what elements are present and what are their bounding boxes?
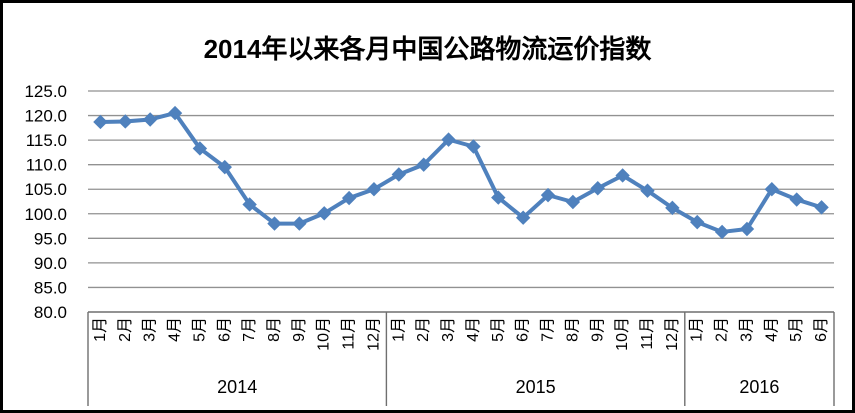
data-point-marker	[739, 221, 755, 237]
x-axis-month-label: 6月	[515, 317, 532, 342]
y-axis-tick-label: 120.0	[24, 107, 67, 126]
x-axis-month-label: 4月	[763, 317, 780, 342]
data-point-marker	[366, 182, 382, 197]
x-axis-year-label: 2016	[739, 377, 779, 397]
data-point-marker	[540, 187, 556, 203]
x-axis-month-label: 12月	[664, 317, 681, 351]
data-point-marker	[416, 157, 431, 172]
data-point-marker	[242, 197, 257, 212]
data-point-marker	[565, 194, 581, 210]
x-axis-month-label: 3月	[738, 317, 755, 342]
data-point-marker	[267, 216, 282, 231]
chart-title: 2014年以来各月中国公路物流运价指数	[203, 34, 652, 64]
x-axis-month-label: 7月	[540, 317, 557, 342]
y-axis-tick-label: 95.0	[34, 229, 67, 248]
x-axis-month-label: 4月	[167, 317, 184, 342]
data-point-marker	[118, 114, 133, 129]
x-axis-year-label: 2014	[217, 377, 257, 397]
x-axis-month-label: 6月	[813, 317, 830, 342]
x-axis-month-label: 2月	[714, 317, 731, 342]
x-axis-month-label: 11月	[341, 317, 358, 350]
x-axis-month-label: 9月	[291, 317, 308, 342]
x-axis-month-label: 9月	[589, 317, 606, 342]
x-axis-month-label: 7月	[241, 317, 258, 342]
data-point-marker	[93, 114, 108, 130]
x-axis-month-label: 11月	[639, 317, 656, 350]
data-point-marker	[441, 132, 456, 147]
x-axis-month-label: 3月	[440, 317, 457, 342]
data-point-marker	[515, 210, 531, 225]
y-axis-tick-label: 80.0	[34, 303, 67, 322]
x-axis-month-label: 5月	[788, 317, 805, 342]
x-axis-month-label: 12月	[365, 317, 382, 351]
data-point-marker	[142, 112, 158, 127]
data-point-marker	[317, 206, 332, 221]
x-axis-month-label: 6月	[216, 317, 233, 342]
data-point-marker	[590, 181, 605, 196]
x-axis-month-label: 2月	[415, 317, 432, 342]
data-point-marker	[167, 105, 183, 121]
data-point-marker	[292, 216, 307, 231]
x-axis-month-label: 8月	[266, 317, 283, 342]
x-axis-month-label: 5月	[191, 317, 208, 342]
y-axis-tick-label: 115.0	[26, 131, 67, 150]
x-axis-month-label: 8月	[564, 317, 581, 342]
x-axis-month-label: 2月	[117, 317, 134, 342]
data-point-marker	[690, 214, 705, 230]
y-axis-tick-label: 85.0	[34, 278, 67, 297]
y-axis-tick-label: 125.0	[24, 82, 67, 101]
y-axis-tick-label: 90.0	[34, 254, 67, 273]
x-axis-month-label: 5月	[490, 317, 507, 342]
y-axis-tick-label: 105.0	[24, 180, 67, 199]
data-point-marker	[391, 167, 407, 182]
x-axis-month-label: 10月	[316, 317, 333, 351]
x-axis-month-label: 1月	[689, 317, 706, 342]
data-point-marker	[341, 190, 357, 206]
y-axis-tick-label: 110.0	[26, 156, 67, 175]
data-point-marker	[640, 183, 655, 198]
x-axis-year-label: 2015	[516, 377, 556, 397]
chart-canvas: 125.0 120.0 115.0 110.0 105.0 100.0 95.0 90.0 85…	[24, 82, 835, 406]
data-point-marker	[814, 200, 829, 215]
x-axis-month-label: 1月	[92, 317, 109, 342]
x-axis-month-label: 4月	[465, 317, 482, 342]
data-point-marker	[192, 141, 208, 156]
data-point-marker	[714, 224, 730, 240]
data-point-marker	[764, 182, 780, 197]
data-point-marker	[217, 159, 232, 175]
data-point-marker	[665, 200, 680, 216]
data-point-marker	[491, 190, 506, 205]
y-axis-tick-label: 100.0	[24, 205, 67, 224]
data-point-marker	[466, 139, 481, 154]
x-axis-month-label: 10月	[614, 317, 631, 351]
x-axis-month-label: 3月	[142, 317, 159, 342]
data-point-marker	[789, 192, 804, 207]
x-axis-month-label: 1月	[390, 317, 407, 342]
data-point-marker	[615, 168, 630, 183]
